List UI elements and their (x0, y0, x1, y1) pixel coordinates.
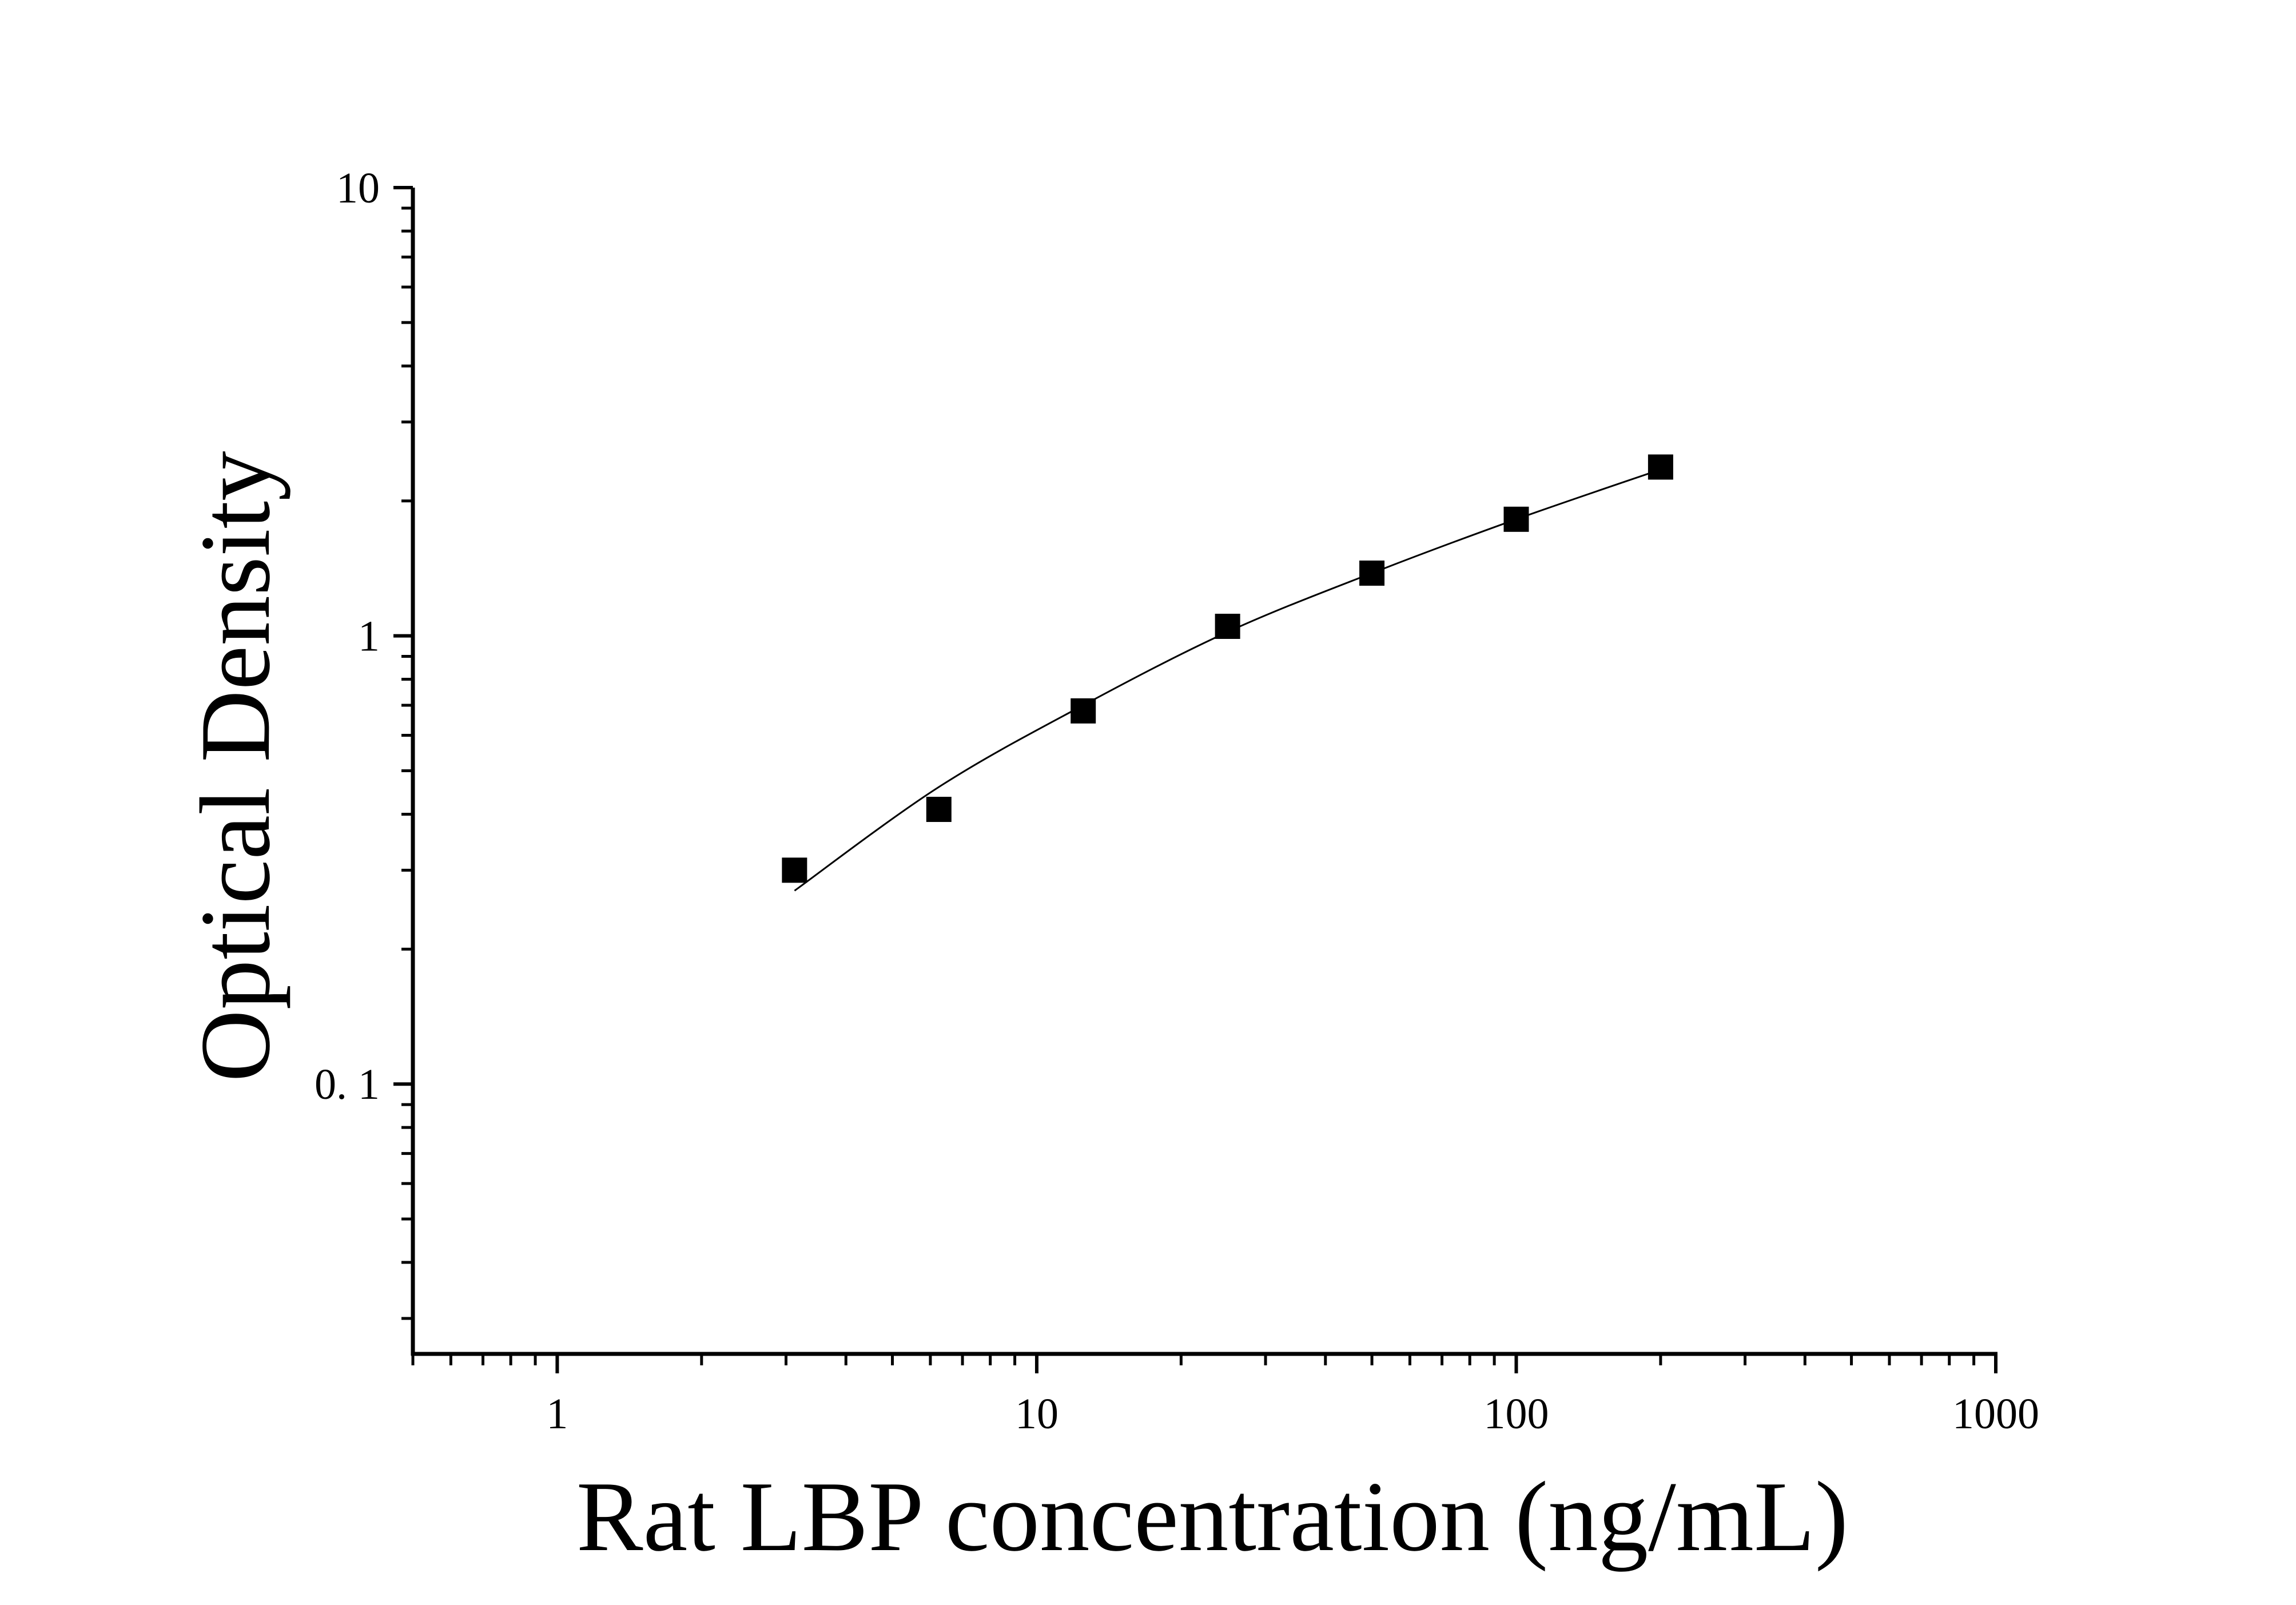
x-tick-label: 100 (1483, 1390, 1549, 1438)
y-tick-label: 1 (358, 613, 380, 661)
x-tick-label: 1 (546, 1390, 568, 1438)
x-tick-label: 1000 (1952, 1390, 2039, 1438)
x-tick-label: 10 (1015, 1390, 1059, 1438)
data-point (1503, 506, 1529, 532)
y-tick-label: 0. 1 (315, 1060, 380, 1109)
data-point (1071, 698, 1096, 724)
y-tick-label: 10 (336, 164, 380, 212)
data-point (1359, 560, 1385, 586)
data-point (926, 797, 952, 823)
fit-curve (794, 468, 1661, 892)
data-point (1215, 614, 1240, 639)
axes (393, 186, 1997, 1373)
x-axis-title: Rat LBP concentration (ng/mL) (576, 1461, 1848, 1572)
tick-labels: 1 10 100 1000 0. 1 1 10 (315, 164, 2039, 1438)
fit-curve-group (794, 468, 1661, 892)
data-point (782, 857, 807, 883)
data-points (782, 454, 1673, 883)
data-point (1648, 454, 1673, 480)
y-axis-title: Optical Density (180, 451, 291, 1082)
